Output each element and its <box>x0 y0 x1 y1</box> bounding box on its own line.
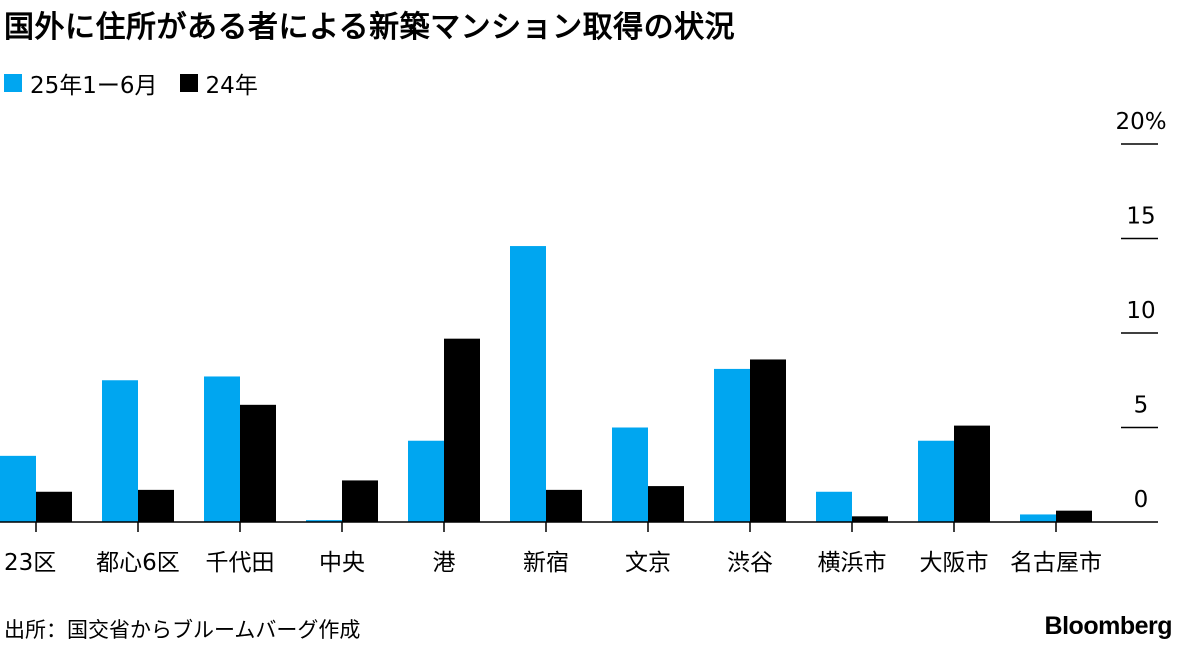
bar-series-1 <box>714 368 750 522</box>
y-tick-label: 20% <box>1115 109 1166 135</box>
bar-series-2 <box>648 486 684 522</box>
x-tick-label: 都心6区 <box>96 550 180 576</box>
bar-series-1 <box>612 427 648 522</box>
y-tick-label: 15 <box>1126 204 1155 230</box>
bar-series-1 <box>102 380 138 522</box>
bar-series-1 <box>306 520 342 522</box>
bar-series-1 <box>204 376 240 522</box>
bar-series-2 <box>444 338 480 522</box>
source-note: 出所：国交省からブルームバーグ作成 <box>4 618 361 642</box>
x-tick-label: 大阪市 <box>920 550 989 576</box>
y-tick-label: 10 <box>1126 298 1155 324</box>
x-tick-label: 中央 <box>319 550 365 576</box>
bar-series-2 <box>36 491 72 522</box>
y-tick-label: 0 <box>1134 487 1149 513</box>
x-tick-label: 23区 <box>4 550 56 576</box>
x-tick-label: 港 <box>433 550 456 576</box>
legend-label-series-2: 24年 <box>205 73 258 99</box>
bar-series-2 <box>546 489 582 522</box>
bar-series-2 <box>138 489 174 522</box>
legend-item-series-2: 24年 <box>179 66 258 100</box>
legend-item-series-1: 25年1ー6月 <box>4 66 158 100</box>
x-tick-label: 文京 <box>625 550 671 576</box>
legend-swatch-series-2 <box>179 74 198 92</box>
bar-series-2 <box>342 480 378 522</box>
bar-series-1 <box>1020 514 1056 522</box>
x-tick-label: 横浜市 <box>818 550 887 576</box>
bar-series-1 <box>0 455 36 522</box>
bar-series-2 <box>852 516 888 522</box>
x-tick-label: 名古屋市 <box>1010 550 1102 576</box>
bar-series-1 <box>918 440 954 522</box>
x-tick-label: 新宿 <box>523 550 569 576</box>
y-tick-label: 5 <box>1134 393 1149 419</box>
x-tick-label: 千代田 <box>206 550 275 576</box>
bar-series-2 <box>750 359 786 522</box>
legend: 25年1ー6月 24年 <box>4 66 280 100</box>
bar-series-1 <box>510 246 546 522</box>
legend-label-series-1: 25年1ー6月 <box>30 73 158 99</box>
bar-series-2 <box>240 404 276 522</box>
chart-title: 国外に住所がある者による新築マンション取得の状況 <box>4 10 736 45</box>
x-tick-label: 渋谷 <box>727 550 773 576</box>
bar-series-2 <box>1056 510 1092 522</box>
legend-swatch-series-1 <box>4 74 22 92</box>
bar-series-1 <box>408 440 444 522</box>
bar-series-1 <box>816 491 852 522</box>
bar-series-2 <box>954 425 990 522</box>
brand-logo-text: Bloomberg <box>1044 612 1173 640</box>
